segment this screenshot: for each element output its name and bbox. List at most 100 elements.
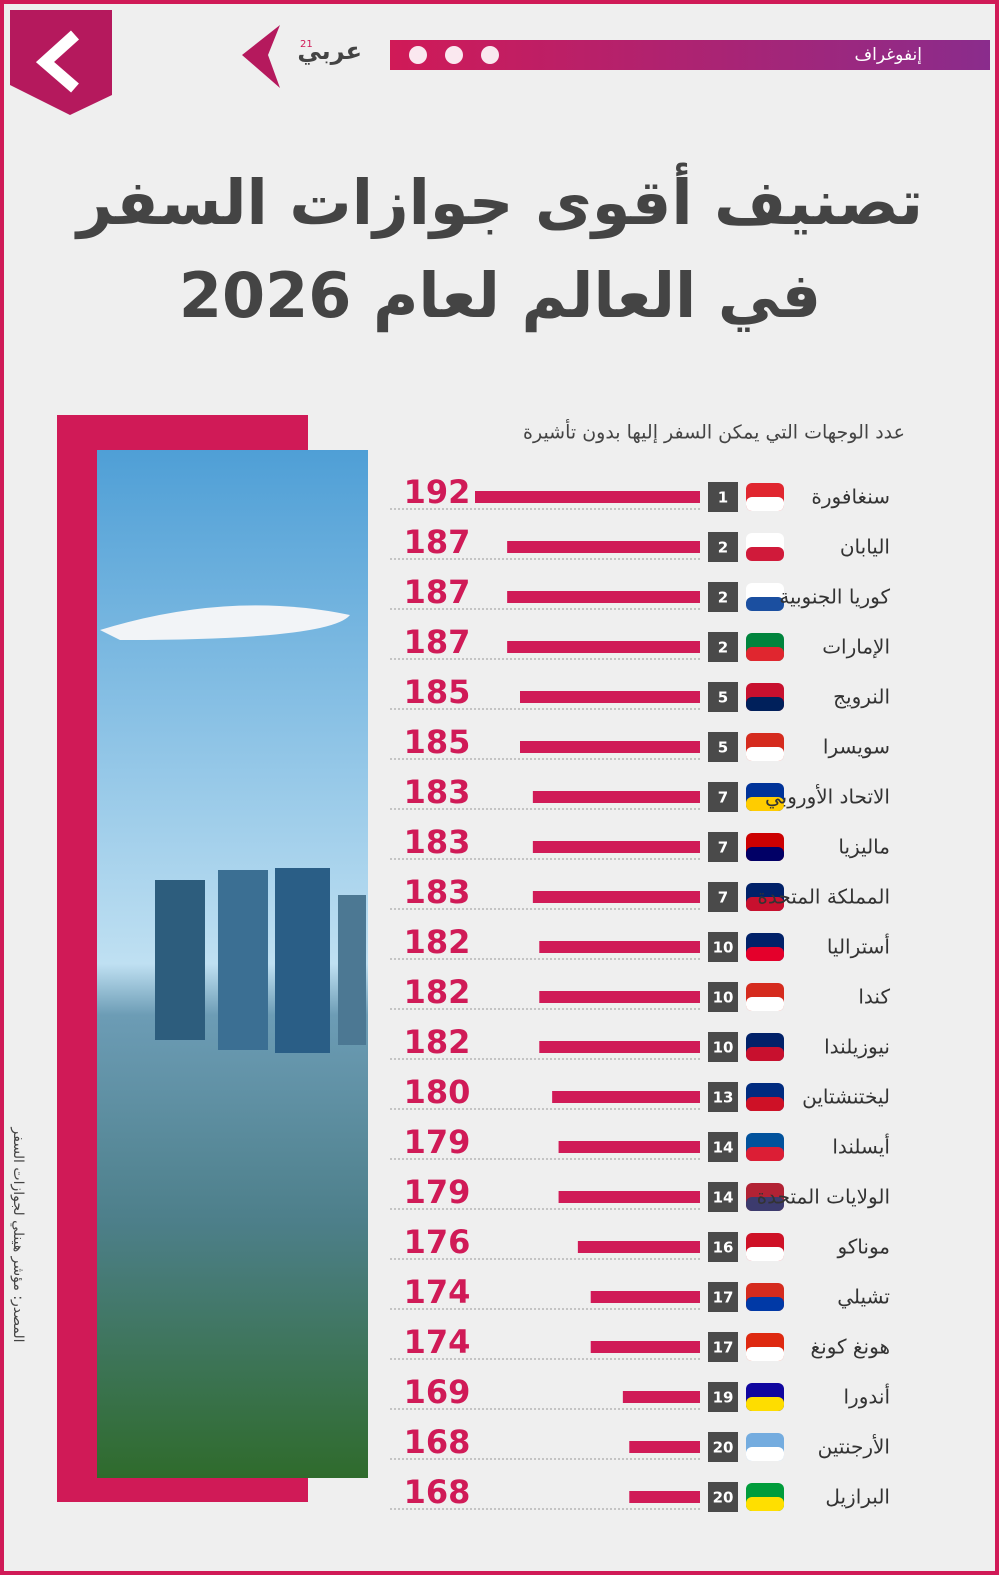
flag-stripe	[746, 1347, 784, 1361]
bar	[622, 1391, 700, 1403]
bar	[520, 691, 700, 703]
rank-box	[708, 782, 738, 812]
rank-label: 17	[713, 1289, 734, 1307]
country-label: اليابان	[840, 535, 890, 559]
rank-box	[708, 1082, 738, 1112]
bar	[532, 841, 700, 853]
rank-label: 7	[718, 789, 728, 807]
value-label: 187	[404, 623, 471, 661]
bar	[507, 541, 700, 553]
social-icon[interactable]	[481, 46, 499, 64]
flag-stripe	[746, 1297, 784, 1311]
value-label: 185	[404, 723, 471, 761]
rank-box	[708, 1382, 738, 1412]
section-label: إنفوغراف	[855, 45, 922, 65]
flag-stripe	[746, 1247, 784, 1261]
flag-stripe	[746, 997, 784, 1011]
bar	[539, 991, 700, 1003]
country-label: كندا	[858, 985, 890, 1009]
source: المصدر: مؤشر هينلي لجوازات السفر	[10, 1126, 26, 1342]
brand-sup: 21	[300, 39, 313, 50]
social-icon[interactable]	[445, 46, 463, 64]
bar	[590, 1341, 700, 1353]
flag-stripe	[746, 747, 784, 761]
rank-label: 14	[713, 1139, 734, 1157]
rank-label: 16	[713, 1239, 734, 1257]
flag-stripe	[746, 697, 784, 711]
title-line: تصنيف أقوى جوازات السفر	[74, 162, 923, 239]
country-label: النرويج	[833, 685, 890, 709]
country-label: كوريا الجنوبية	[779, 585, 890, 609]
country-label: نيوزيلندا	[824, 1035, 890, 1059]
flag-stripe	[746, 597, 784, 611]
title-line: في العالم لعام 2026	[179, 259, 821, 333]
rank-box	[708, 932, 738, 962]
country-label: الإمارات	[822, 635, 890, 659]
country-label: تشيلي	[837, 1285, 890, 1310]
bar	[532, 791, 700, 803]
brand-name: عربي	[297, 37, 362, 65]
flag-stripe	[746, 1097, 784, 1111]
rank-label: 5	[718, 739, 728, 757]
rank-box	[708, 1482, 738, 1512]
value-label: 168	[404, 1423, 471, 1461]
rank-box	[708, 982, 738, 1012]
rank-label: 10	[713, 939, 734, 957]
value-label: 183	[404, 773, 471, 811]
rank-label: 7	[718, 839, 728, 857]
flag-stripe	[746, 1397, 784, 1411]
photo-building	[218, 870, 268, 1050]
rank-box	[708, 632, 738, 662]
rank-box	[708, 1032, 738, 1062]
photo-building	[338, 895, 366, 1045]
value-label: 182	[404, 973, 471, 1011]
value-label: 187	[404, 523, 471, 561]
rank-box	[708, 682, 738, 712]
bar	[507, 641, 700, 653]
bar	[539, 941, 700, 953]
axis-label: عدد الوجهات التي يمكن السفر إليها بدون ت…	[523, 419, 905, 445]
value-label: 174	[404, 1273, 471, 1311]
country-label: البرازيل	[825, 1485, 890, 1509]
value-label: 180	[404, 1073, 471, 1111]
flag-stripe	[746, 1447, 784, 1461]
country-label: الاتحاد الأوروبي	[765, 785, 890, 810]
rank-label: 7	[718, 889, 728, 907]
country-label: المملكة المتحدة	[757, 885, 890, 909]
rank-label: 1	[718, 489, 728, 507]
bar	[577, 1241, 700, 1253]
rank-box	[708, 1132, 738, 1162]
rank-box	[708, 1182, 738, 1212]
value-label: 179	[404, 1173, 471, 1211]
flag-stripe	[746, 547, 784, 561]
rank-label: 10	[713, 1039, 734, 1057]
rank-box	[708, 1232, 738, 1262]
rank-label: 13	[713, 1089, 734, 1107]
bar	[590, 1291, 700, 1303]
rank-label: 2	[718, 539, 728, 557]
rank-box	[708, 532, 738, 562]
bar	[532, 891, 700, 903]
country-label: الولايات المتحدة	[757, 1185, 890, 1209]
bar	[558, 1191, 700, 1203]
flag-stripe	[746, 1147, 784, 1161]
value-label: 183	[404, 873, 471, 911]
country-label: أيسلندا	[832, 1134, 890, 1159]
bar	[629, 1441, 700, 1453]
value-label: 169	[404, 1373, 471, 1411]
bar	[558, 1141, 700, 1153]
value-label: 168	[404, 1473, 471, 1511]
social-icon[interactable]	[409, 46, 427, 64]
rank-label: 17	[713, 1339, 734, 1357]
flag-stripe	[746, 797, 784, 811]
rank-label: 19	[713, 1389, 734, 1407]
value-label: 183	[404, 823, 471, 861]
country-label: الأرجنتين	[818, 1435, 890, 1459]
photo-building	[275, 868, 330, 1053]
flag-stripe	[746, 847, 784, 861]
rank-label: 10	[713, 989, 734, 1007]
rank-box	[708, 832, 738, 862]
bar	[507, 591, 700, 603]
